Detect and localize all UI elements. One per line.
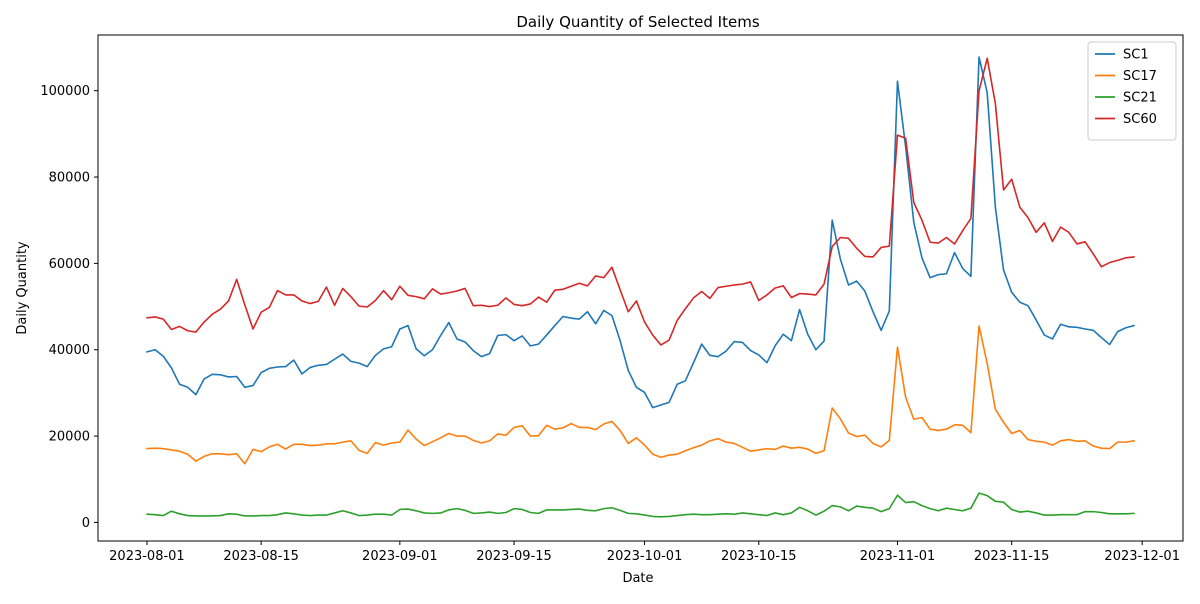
legend-label: SC21 <box>1123 91 1157 106</box>
legend-label: SC60 <box>1123 112 1157 127</box>
plot-frame <box>97 34 1184 542</box>
legend: SC1 SC17 SC21 SC60 <box>1087 41 1177 141</box>
x-tick-label: 2023-08-01 <box>109 549 185 564</box>
x-axis-label: Date <box>622 571 653 586</box>
series-line-sc21 <box>146 492 1135 518</box>
x-tick-label: 2023-11-01 <box>860 549 936 564</box>
y-tick-label: 60000 <box>49 257 90 272</box>
y-axis-label: Daily Quantity <box>15 241 30 335</box>
x-tick-label: 2023-09-01 <box>362 549 438 564</box>
series-lines <box>146 56 1135 518</box>
x-tick-label: 2023-09-15 <box>476 549 552 564</box>
x-tick-label: 2023-12-01 <box>1104 549 1180 564</box>
chart-title: Daily Quantity of Selected Items <box>516 13 759 31</box>
series-line-sc1 <box>146 56 1135 409</box>
y-tick-label: 80000 <box>49 171 90 186</box>
y-tick-label: 20000 <box>49 430 90 445</box>
legend-box <box>1087 41 1177 141</box>
x-tick-label: 2023-11-15 <box>974 549 1050 564</box>
x-axis: 2023-08-01 2023-08-15 2023-09-01 2023-09-15… <box>109 541 1180 564</box>
x-tick-label: 2023-08-15 <box>223 549 299 564</box>
y-tick-label: 0 <box>82 516 90 531</box>
y-axis: 0 20000 40000 60000 80000 100000 <box>40 84 98 531</box>
y-tick-label: 100000 <box>40 84 90 99</box>
y-tick-label: 40000 <box>49 343 90 358</box>
legend-label: SC17 <box>1123 69 1157 84</box>
series-line-sc60 <box>146 57 1135 346</box>
legend-label: SC1 <box>1123 48 1149 63</box>
x-tick-label: 2023-10-15 <box>721 549 797 564</box>
plot-area <box>98 35 1183 541</box>
x-tick-label: 2023-10-01 <box>607 549 683 564</box>
series-line-sc17 <box>146 325 1135 465</box>
